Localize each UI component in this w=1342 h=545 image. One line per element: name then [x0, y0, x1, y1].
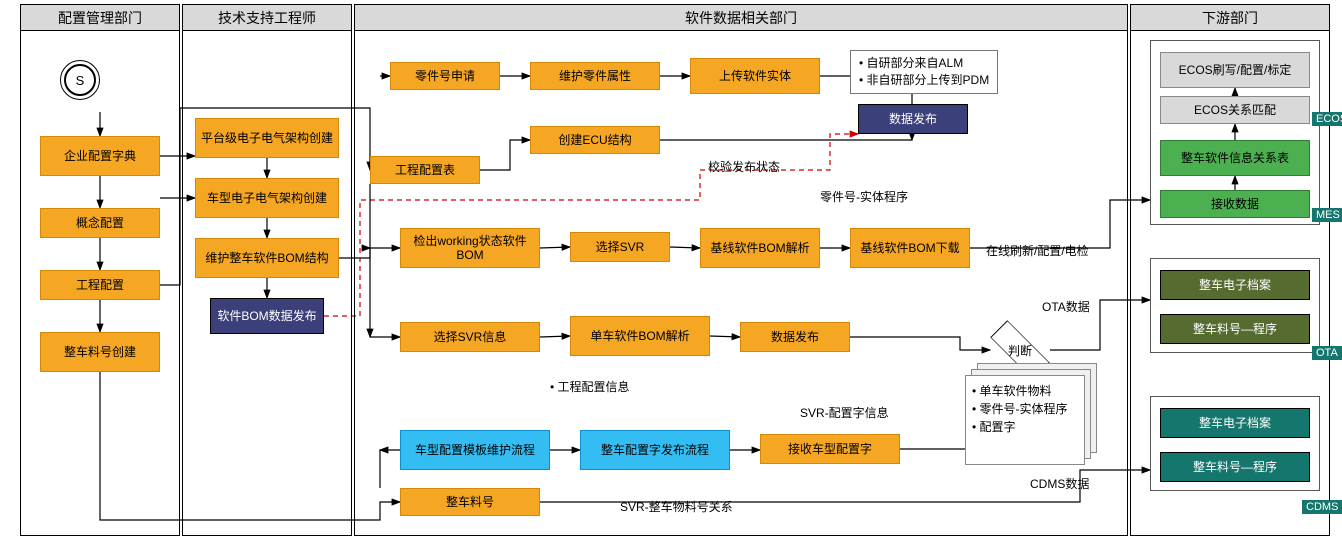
edge-label-6: SVR-整车物料号关系 [620, 498, 733, 515]
note-line: • 自研部分来自ALM [859, 55, 989, 72]
node-veh_part_create: 整车料号创建 [40, 332, 160, 372]
system-tag-OTA: OTA [1312, 346, 1342, 360]
node-veh_partno: 整车料号 [400, 488, 540, 516]
swimlane-header: 下游部门 [1131, 5, 1329, 31]
node-recv_cfg: 接收车型配置字 [760, 434, 900, 464]
system-tag-MES: MES [1312, 208, 1342, 222]
edge-label-3: OTA数据 [1042, 298, 1090, 315]
node-data_pub: 数据发布 [858, 104, 968, 134]
node-ent_dict: 企业配置字典 [40, 136, 160, 176]
node-plat_ee: 平台级电子电气架构创建 [195, 118, 339, 158]
node-ecos_match: ECOS关系匹配 [1160, 96, 1310, 124]
node-select_svr_info: 选择SVR信息 [400, 322, 540, 352]
start-node: S [60, 60, 100, 100]
edge-label-7: CDMS数据 [1030, 475, 1089, 492]
note-line: • 非自研部分上传到PDM [859, 72, 989, 89]
start-label: S [64, 64, 96, 96]
stack-note-line: • 单车软件物料 [972, 382, 1078, 400]
stack-note-line: • 零件号-实体程序 [972, 400, 1078, 418]
node-sbom_pub: 软件BOM数据发布 [210, 298, 324, 334]
node-model_cfg_tmpl: 车型配置模板维护流程 [400, 430, 550, 470]
edge-label-5: SVR-配置字信息 [800, 404, 889, 421]
node-veh_cfg_pub: 整车配置字发布流程 [580, 430, 730, 470]
stack-note-line: • 配置字 [972, 418, 1078, 436]
note-alm: • 自研部分来自ALM• 非自研部分上传到PDM [850, 50, 998, 94]
node-upload_sw: 上传软件实体 [690, 58, 820, 94]
node-partno_apply: 零件号申请 [390, 62, 500, 90]
node-data_pub2: 数据发布 [740, 322, 850, 352]
stack-note: • 单车软件物料• 零件号-实体程序• 配置字 [965, 375, 1085, 465]
edge-label-4: • 工程配置信息 [550, 378, 630, 395]
node-veh_e_file1: 整车电子档案 [1160, 270, 1310, 300]
node-eng_cfg_tbl: 工程配置表 [370, 156, 480, 184]
node-select_svr: 选择SVR [570, 232, 670, 262]
node-veh_e_file2: 整车电子档案 [1160, 408, 1310, 438]
node-checkout_bom: 检出working状态软件BOM [400, 228, 540, 268]
node-ecos_write: ECOS刷写/配置/标定 [1160, 52, 1310, 88]
node-eng_cfg: 工程配置 [40, 270, 160, 300]
node-veh_part_prog1: 整车料号—程序 [1160, 314, 1310, 344]
node-maint_part_attr: 维护零件属性 [530, 62, 660, 90]
edge-label-2: 在线刷新/配置/电检 [986, 242, 1089, 259]
node-model_ee: 车型电子电气架构创建 [195, 178, 339, 218]
node-concept: 概念配置 [40, 208, 160, 238]
swimlane-header: 软件数据相关部门 [355, 5, 1127, 31]
node-baseline_parse: 基线软件BOM解析 [700, 228, 820, 268]
system-tag-ECOS: ECOS [1312, 112, 1342, 126]
decision-label: 判断 [1008, 342, 1032, 359]
node-veh_part_prog2: 整车料号—程序 [1160, 452, 1310, 482]
stack-note-content: • 单车软件物料• 零件号-实体程序• 配置字 [965, 375, 1085, 465]
edge-label-1: 零件号-实体程序 [820, 188, 908, 205]
node-single_bom_parse: 单车软件BOM解析 [570, 316, 710, 356]
node-maint_sbom: 维护整车软件BOM结构 [195, 238, 339, 278]
swimlane-header: 配置管理部门 [21, 5, 179, 31]
system-tag-CDMS: CDMS [1302, 500, 1342, 514]
swimlane-header: 技术支持工程师 [183, 5, 351, 31]
edge-label-0: 校验发布状态 [708, 158, 780, 175]
node-veh_sw_rel: 整车软件信息关系表 [1160, 140, 1310, 176]
node-recv_data: 接收数据 [1160, 190, 1310, 218]
node-create_ecu: 创建ECU结构 [530, 126, 660, 154]
node-baseline_dl: 基线软件BOM下载 [850, 228, 970, 268]
